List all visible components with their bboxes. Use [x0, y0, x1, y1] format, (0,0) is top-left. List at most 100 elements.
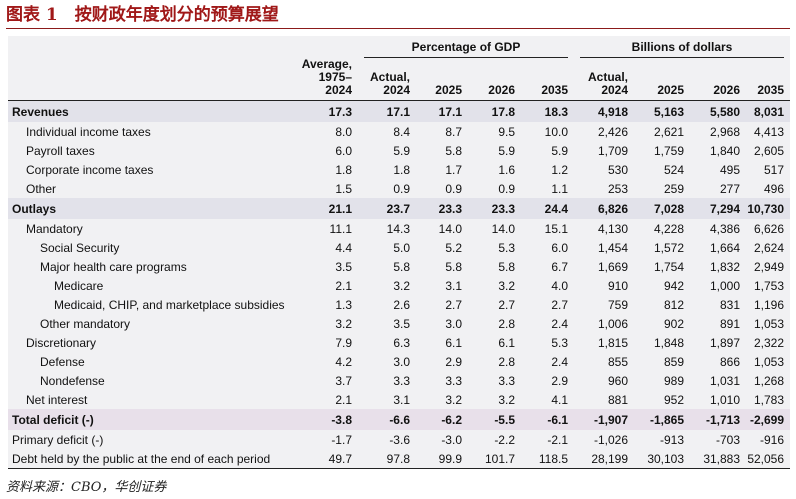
row-label: Other [26, 181, 57, 196]
cell-value: 1.1 [551, 181, 569, 196]
cell-value: 17.3 [298, 100, 358, 122]
cell-value: 18.3 [521, 100, 575, 122]
cell-value: -916 [759, 432, 785, 447]
cell-value: 1,753 [753, 278, 785, 293]
cell-value: 3.5 [393, 316, 410, 331]
cell-value: 6.7 [551, 259, 569, 274]
row-label: Individual income taxes [26, 124, 151, 139]
cell-value: 6.0 [335, 143, 352, 158]
group-header-cell: Percentage of GDP [358, 36, 574, 58]
cell-value: -1,907 [574, 409, 635, 430]
cell-value: 3.0 [445, 316, 462, 331]
cell-value: 9.5 [498, 124, 515, 139]
table-row: Individual income taxes 8.0 8.4 8.7 9.5 10.0 2… [8, 122, 790, 141]
cell-value: 5,163 [634, 100, 691, 122]
row-label: Revenues [8, 100, 298, 122]
cell-value: 1,848 [653, 335, 685, 350]
cell-value: 989 [663, 373, 685, 388]
cell-value: 4,130 [597, 221, 629, 236]
cell-value: 10.0 [544, 124, 569, 139]
cell-value: 952 [663, 392, 685, 407]
table-row: Discretionary 7.9 6.3 6.1 6.1 5.3 1,815 1,848 1,… [8, 333, 790, 352]
cell-value: 4.2 [335, 354, 352, 369]
cell-value: 5.8 [393, 259, 410, 274]
cell-value: 6.1 [445, 335, 462, 350]
cell-value: 1,196 [753, 297, 785, 312]
table-row: Payroll taxes 6.0 5.9 5.8 5.9 5.9 1,709 1,759 1,… [8, 141, 790, 160]
cell-value: 17.1 [416, 100, 468, 122]
cell-value: 23.3 [468, 198, 521, 219]
cell-value: 1,709 [597, 143, 629, 158]
cell-value: 902 [663, 316, 685, 331]
cell-value: 812 [663, 297, 685, 312]
cell-value: 2,968 [709, 124, 741, 139]
cell-value: 3.2 [393, 278, 410, 293]
table-row: Primary deficit (-) -1.7 -3.6 -3.0 -2.2 -2.1 -… [8, 430, 790, 449]
cell-value: -5.5 [468, 409, 521, 430]
row-label: Net interest [26, 392, 88, 407]
cell-value: 4,386 [709, 221, 741, 236]
budget-table: Percentage of GDP Billions of dollars Aver… [8, 36, 791, 469]
table-row: Corporate income taxes 1.8 1.8 1.7 1.6 1.2 530… [8, 160, 790, 179]
cell-value: 1,832 [709, 259, 741, 274]
cell-value: 1,000 [709, 278, 741, 293]
cell-value: 3.1 [445, 278, 462, 293]
table-row: Other mandatory 3.2 3.5 3.0 2.8 2.4 1,006 902 89… [8, 314, 790, 333]
cell-value: 7,294 [690, 198, 747, 219]
table-row: Social Security 4.4 5.0 5.2 5.3 6.0 1,454 1,572… [8, 238, 790, 257]
table-row: Outlays 21.1 23.7 23.3 23.3 24.4 6,826 7,028 7,2… [8, 198, 791, 219]
row-label: Debt held by the public at the end of ea… [8, 449, 298, 469]
cell-value: 524 [663, 162, 685, 177]
table-row: Medicare 2.1 3.2 3.1 3.2 4.0 910 942 1,000 1,753 [8, 276, 790, 295]
cell-value: 1.7 [445, 162, 462, 177]
cell-value: 2.8 [498, 354, 515, 369]
cell-value: -6.1 [521, 409, 575, 430]
cell-value: 3.2 [445, 392, 462, 407]
cell-value: 530 [607, 162, 629, 177]
cell-value: 0.9 [393, 181, 410, 196]
row-label: Nondefense [40, 373, 105, 388]
cell-value: 1,815 [597, 335, 629, 350]
cell-value: 8.4 [393, 124, 410, 139]
cell-value: 6.1 [498, 335, 515, 350]
cell-value: 5.8 [498, 259, 515, 274]
cell-value: 5.3 [551, 335, 569, 350]
cell-value: 5.9 [551, 143, 569, 158]
cell-value: 1,664 [709, 240, 741, 255]
column-header: 2035 [521, 58, 575, 101]
row-label: Payroll taxes [26, 143, 95, 158]
cell-value: 4.0 [551, 278, 569, 293]
table-row: Nondefense 3.7 3.3 3.3 3.3 2.9 960 989 1,031 1,26… [8, 371, 790, 390]
cell-value: 2.8 [498, 316, 515, 331]
cell-value: -2,699 [746, 409, 791, 430]
cell-value: 21.1 [298, 198, 358, 219]
cell-value: 1.6 [498, 162, 515, 177]
row-label: Other mandatory [40, 316, 131, 331]
table-row: Defense 4.2 3.0 2.9 2.8 2.4 855 859 866 1,053 [8, 352, 790, 371]
row-label: Medicaid, CHIP, and marketplace subsidie… [54, 297, 285, 312]
cell-value: 6.3 [393, 335, 410, 350]
cell-value: 3.3 [498, 373, 515, 388]
cell-value: 30,103 [634, 449, 691, 469]
table-row: Major health care programs 3.5 5.8 5.8 5.8 6.… [8, 257, 790, 276]
cell-value: -2.2 [494, 432, 515, 447]
column-header: Actual, 2024 [574, 58, 635, 101]
cell-value: 2,949 [753, 259, 785, 274]
cell-value: 49.7 [298, 449, 358, 469]
cell-value: 99.9 [416, 449, 468, 469]
cell-value: 2,426 [597, 124, 629, 139]
row-label: Defense [40, 354, 85, 369]
cell-value: 759 [607, 297, 629, 312]
cell-value: 1.2 [551, 162, 569, 177]
cell-value: 1,754 [653, 259, 685, 274]
cell-value: 1.8 [393, 162, 410, 177]
cell-value: 1,897 [709, 335, 741, 350]
cell-value: -3.8 [298, 409, 358, 430]
cell-value: 7,028 [634, 198, 691, 219]
cell-value: 0.9 [445, 181, 462, 196]
cell-value: -913 [659, 432, 685, 447]
cell-value: 14.3 [386, 221, 410, 236]
cell-value: 1,454 [597, 240, 629, 255]
cell-value: 277 [719, 181, 741, 196]
cell-value: 942 [663, 278, 685, 293]
